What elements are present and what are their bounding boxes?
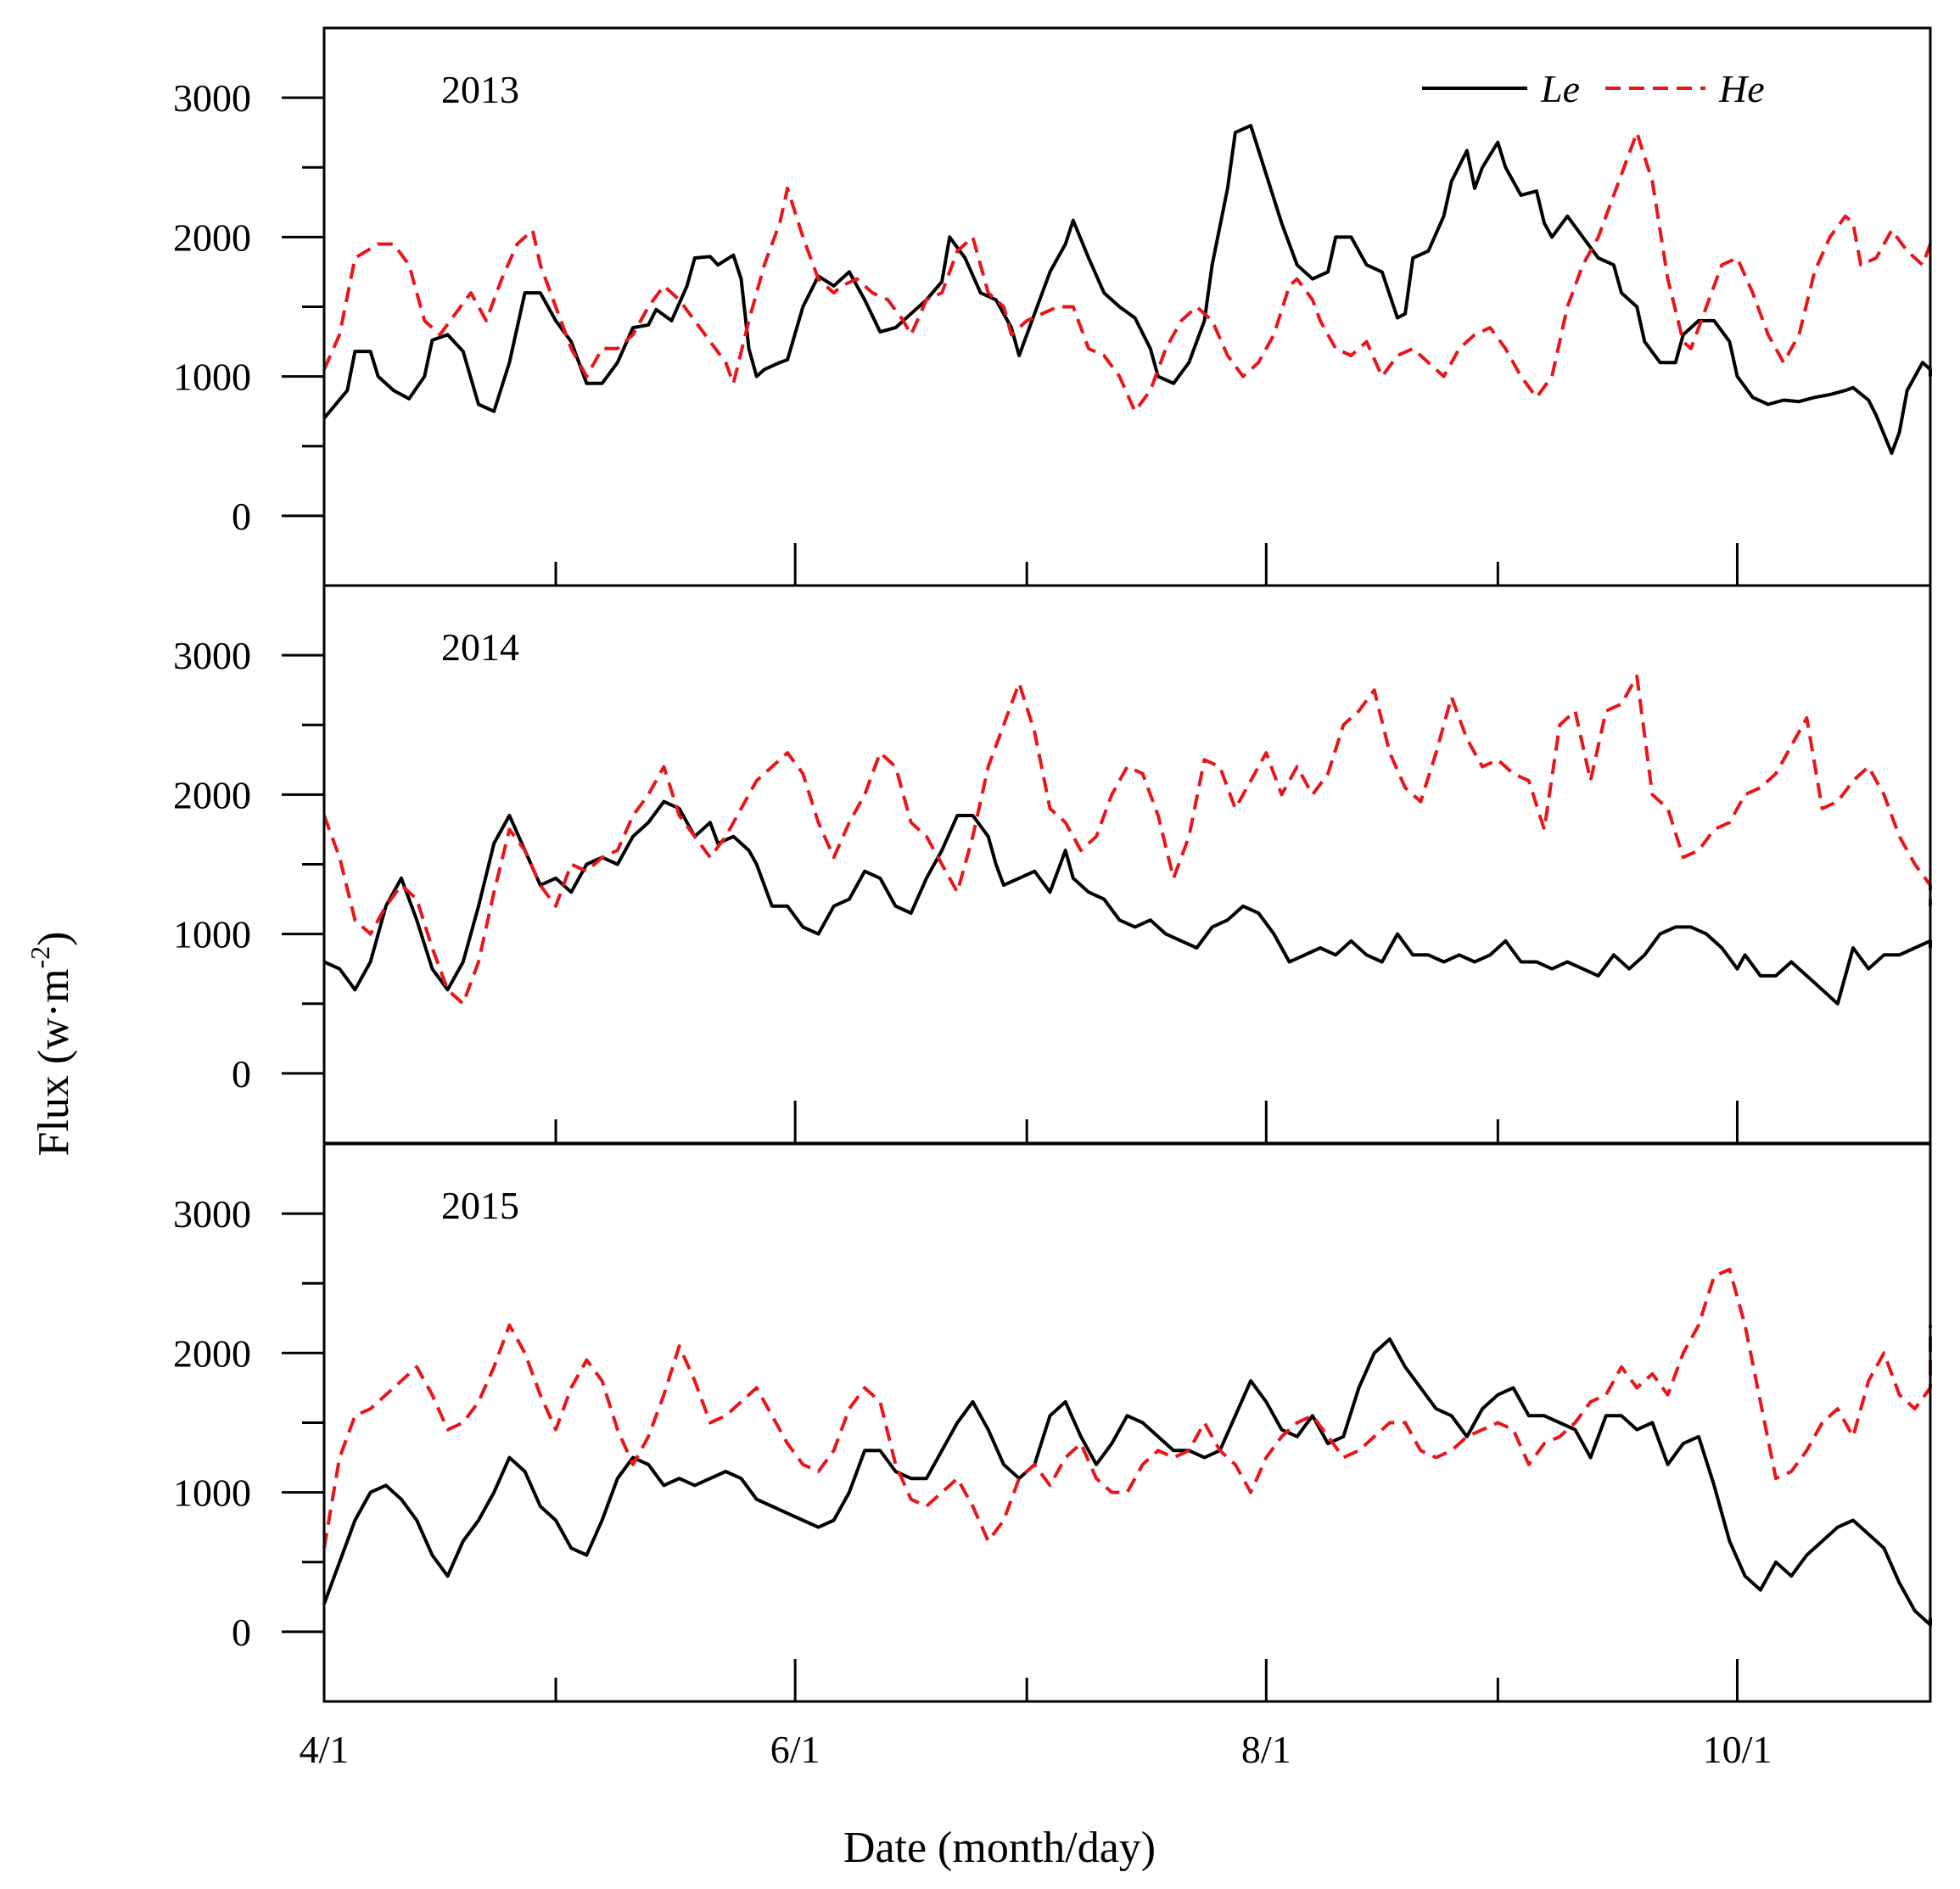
y-tick-label: 3000: [173, 634, 251, 677]
year-label-2013: 2013: [441, 68, 519, 111]
y-tick-label: 2000: [173, 773, 251, 816]
panel-2015: 2015: [322, 1184, 1932, 1627]
panel-2014: 2014: [322, 625, 1932, 1006]
legend: Le He: [1422, 67, 1765, 110]
y-tick-label: 2000: [173, 1331, 251, 1375]
panel-frame-2013: [322, 26, 1932, 587]
y-tick-label: 1000: [173, 356, 251, 399]
y-tick-label: 0: [232, 1611, 251, 1654]
legend-label-he: He: [1718, 67, 1765, 110]
series-line-le-2014: [323, 799, 1932, 1006]
y-tick-label: 1000: [173, 913, 251, 956]
y-tick-label: 0: [232, 1052, 251, 1096]
series-line-le-2013: [322, 124, 1932, 455]
year-label-2014: 2014: [441, 625, 519, 669]
x-tick-label: 4/1: [300, 1728, 350, 1771]
series-line-le-2015: [322, 1337, 1932, 1627]
series-line-he-2013: [322, 131, 1932, 413]
y-tick-label: 3000: [173, 76, 251, 120]
x-axis-title: Date (month/day): [843, 1824, 1156, 1872]
series-line-he-2015: [322, 1267, 1932, 1549]
y-tick-label: 3000: [173, 1192, 251, 1236]
x-tick-label: 6/1: [770, 1728, 820, 1771]
panel-2013: 2013: [322, 68, 1932, 455]
y-axis-title: Flux (w·m-2): [25, 932, 78, 1157]
y-tick-label: 2000: [173, 216, 251, 259]
year-label-2015: 2015: [441, 1184, 519, 1227]
panels-group: 2013 2014 2015: [322, 68, 1932, 1627]
y-tick-label: 1000: [173, 1471, 251, 1515]
x-tick-label: 8/1: [1241, 1728, 1291, 1771]
y-axis-title-group: Flux (w·m-2): [25, 932, 78, 1157]
legend-label-le: Le: [1540, 67, 1580, 110]
y-tick-label: 0: [232, 495, 251, 538]
axes-group: 3000 2000 1000 0 3000 2000 1000 0 3000 2000 1000 0 4…: [173, 26, 1932, 1771]
x-tick-label: 10/1: [1703, 1728, 1772, 1771]
series-line-he-2014: [322, 674, 1932, 1006]
panel-frame-2014: [322, 584, 1932, 1145]
panel-frame-2015: [322, 1142, 1932, 1703]
